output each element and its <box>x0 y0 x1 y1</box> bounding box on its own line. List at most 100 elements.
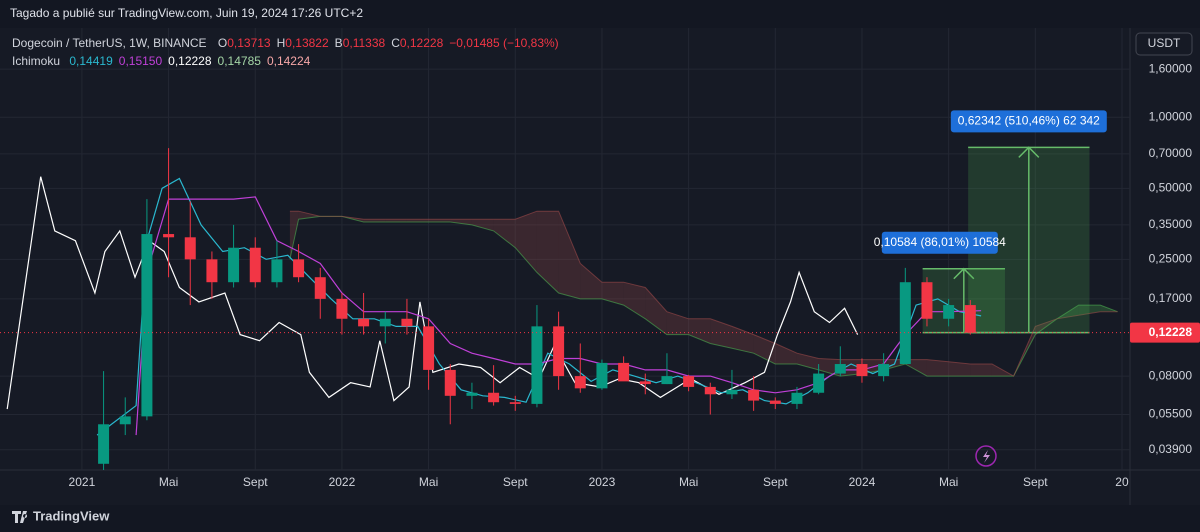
symbol: Dogecoin / TetherUS, 1W, BINANCE <box>12 36 207 50</box>
cloud-segment <box>1078 305 1101 316</box>
candle-body <box>704 386 716 395</box>
y-tick-label: 1,00000 <box>1149 109 1193 123</box>
candle-body <box>553 326 565 377</box>
ohlc-key: O <box>218 36 227 50</box>
ohlc-key: H <box>277 36 286 50</box>
candle-body <box>141 234 153 417</box>
cloud-segment <box>515 211 537 273</box>
x-tick-label: Mai <box>419 475 438 489</box>
candle-body <box>228 247 240 283</box>
axes: 1,60000 1,00000 0,70000 0,50000 0,35000 0,250… <box>69 61 1200 489</box>
candle-body <box>748 389 760 401</box>
candle-body <box>661 376 673 385</box>
indicator-line: Ichimoku 0,14419 0,15150 0,12228 0,14785 0,1… <box>12 54 311 68</box>
ohlc-key: C <box>391 36 400 50</box>
cloud-segment <box>298 211 321 220</box>
y-tick-label: 0,50000 <box>1149 180 1193 194</box>
event-icon[interactable] <box>975 445 997 467</box>
cloud-segment <box>493 219 516 248</box>
last-price-tag <box>1130 322 1200 343</box>
measure-label: 0,10584 (86,01%) 10584 <box>874 235 1006 249</box>
cloud-segment <box>645 287 667 335</box>
y-tick-label: 0,35000 <box>1149 217 1193 231</box>
indicator-value: 0,14785 <box>218 54 262 68</box>
legend-line: Dogecoin / TetherUS, 1W, BINANCE O0,1371… <box>12 36 559 50</box>
cloud-segment <box>428 219 451 222</box>
x-tick-label: 20 <box>1115 475 1129 489</box>
candle-body <box>921 282 933 319</box>
currency-button[interactable] <box>1135 32 1193 56</box>
x-tick-label: 2021 <box>69 475 96 489</box>
x-tick-label: Sept <box>503 475 528 489</box>
x-tick-label: Sept <box>763 475 788 489</box>
cloud-segment <box>385 219 407 222</box>
candle-body <box>574 376 586 389</box>
candle-body <box>271 259 283 283</box>
cloud-segment <box>710 318 732 349</box>
candle-body <box>964 305 976 333</box>
candle-body <box>878 364 890 377</box>
candle-body <box>293 259 305 278</box>
x-tick-label: 2023 <box>589 475 616 489</box>
footer: TradingView <box>12 508 110 523</box>
ohlc-value: 0,13822 <box>285 36 329 50</box>
brand-name: TradingView <box>33 508 110 523</box>
cloud-segment <box>623 282 646 319</box>
ohlc-value: 0,11338 <box>343 36 386 50</box>
indicator-value: 0,14419 <box>69 54 113 68</box>
candle-body <box>206 259 218 283</box>
cloud-segment <box>363 219 386 222</box>
x-tick-label: 2024 <box>849 475 876 489</box>
candle-body <box>791 392 803 404</box>
x-tick-label: 2022 <box>329 475 356 489</box>
x-tick-label: Sept <box>1023 475 1048 489</box>
candle-body <box>314 277 326 299</box>
measure-label-box <box>881 231 998 254</box>
change: −0,01485 (−10,83%) <box>449 36 558 50</box>
ohlc-value: 0,12228 <box>400 36 444 50</box>
y-tick-label: 0,08000 <box>1149 368 1193 382</box>
candle-body <box>423 326 435 370</box>
cloud-segment <box>601 282 624 306</box>
candle-body <box>336 298 348 319</box>
cloud-segment <box>536 211 559 294</box>
event-bolt <box>983 450 990 463</box>
x-tick-label: Mai <box>679 475 698 489</box>
candle-body <box>943 305 955 319</box>
ohlc-value: 0,13713 <box>227 36 271 50</box>
candle-body <box>444 369 456 396</box>
candle-body <box>379 318 391 327</box>
currency-label[interactable]: USDT <box>1148 36 1181 50</box>
measure-label: 0,62342 (510,46%) 62 342 <box>958 114 1100 128</box>
candle-body <box>813 373 825 393</box>
x-tick-label: Mai <box>159 475 178 489</box>
cloud-span-a <box>289 215 1118 377</box>
candle-body <box>856 364 868 377</box>
y-tick-label: 1,60000 <box>1149 61 1193 75</box>
cloud-segment <box>970 364 992 377</box>
measure-arrowhead <box>953 267 975 280</box>
cloud-segment <box>775 343 797 365</box>
indicator-line <box>135 196 982 436</box>
y-tick-label: 0,03900 <box>1149 442 1193 456</box>
measure-label-box <box>950 110 1107 133</box>
candle-body <box>98 424 110 464</box>
indicator-value: 0,14224 <box>267 54 311 68</box>
candle-body <box>509 402 521 404</box>
cloud-segment <box>688 318 711 344</box>
candle-body <box>466 392 478 396</box>
candle-body <box>531 326 543 404</box>
plot <box>0 146 1130 470</box>
candle-body <box>899 282 911 365</box>
candle-body <box>249 247 261 283</box>
cloud-span-b <box>289 210 1118 377</box>
candle-body <box>488 392 500 403</box>
measure-arrowhead <box>1018 146 1040 158</box>
candle-body <box>683 376 695 387</box>
cloud-segment <box>471 219 494 231</box>
y-tick-label: 0,25000 <box>1149 252 1193 266</box>
chart-pane <box>0 28 1200 505</box>
candle-body <box>358 318 370 327</box>
brand-logo <box>12 511 28 523</box>
